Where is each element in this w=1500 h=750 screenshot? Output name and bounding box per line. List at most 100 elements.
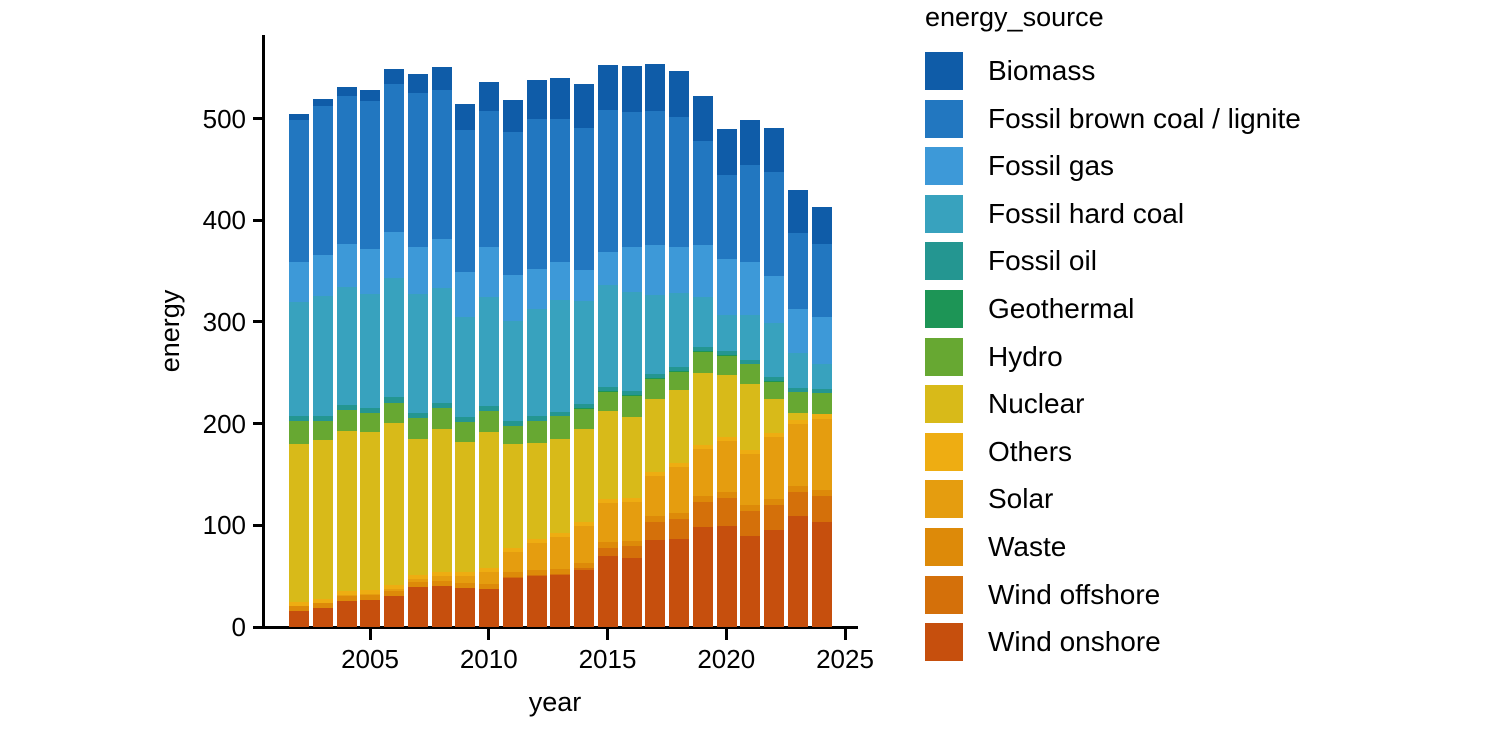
legend-label-fossil-gas: Fossil gas [988,150,1115,182]
bar-2009-segment-fossil-brown-coal-lignite [455,129,476,272]
bar-2008-segment-biomass [431,67,452,91]
bar-2021-segment-waste [740,504,761,512]
bar-2024-segment-fossil-hard-coal [811,363,832,389]
bar-2010-segment-fossil-brown-coal-lignite [479,110,499,248]
bar-2006-segment-hydro [384,402,404,423]
bar-2017-segment-wind-onshore [645,539,666,628]
bar-2024-segment-wind-offshore [811,495,832,522]
bar-2012-segment-wind-offshore [526,574,547,576]
bar-2019-segment-fossil-gas [692,244,713,298]
bar-2018-segment-nuclear [669,389,689,463]
legend-swatch-solar [925,480,963,519]
bar-2004-segment-fossil-oil [336,404,357,411]
bar-2008-segment-fossil-gas [431,238,452,289]
bar-2013-segment-fossil-gas [550,261,571,301]
bar-2012-segment-solar [526,542,547,570]
legend-swatch-geothermal [925,290,963,328]
bar-2009-segment-solar [455,575,476,583]
bar-2022-segment-hydro [764,380,784,400]
y-tick-label-0: 0 [231,612,246,642]
legend-label-fossil-brown-coal-lignite: Fossil brown coal / lignite [988,102,1301,134]
bar-2012-segment-hydro [526,420,547,444]
bar-2002-segment-hydro [289,420,309,445]
bar-2009-segment-wind-onshore [455,587,476,628]
bar-2013-segment-fossil-oil [550,411,571,416]
bar-2018-segment-wind-onshore [669,538,689,628]
bar-2021-segment-biomass [740,120,761,165]
bar-2015-segment-biomass [597,65,618,111]
bar-2019-segment-others [692,444,713,449]
bar-2016-segment-waste [621,540,642,547]
bar-2007-segment-waste [407,581,428,587]
bar-2018-segment-fossil-hard-coal [669,292,689,368]
bar-2011-segment-fossil-brown-coal-lignite [502,131,523,276]
legend-swatch-fossil-brown-coal-lignite [925,99,963,138]
legend-swatch-hydro [925,337,963,376]
bar-2005-segment-others [360,589,381,594]
y-axis-line [262,35,265,629]
bar-2004-segment-waste [336,595,357,602]
bar-2008-segment-nuclear [431,428,452,573]
bar-2003-segment-biomass [312,98,333,107]
bar-2009-segment-fossil-gas [455,271,476,317]
bar-2023-segment-others [787,419,808,424]
bar-2007-segment-nuclear [407,438,428,575]
bar-2017-segment-nuclear [645,398,666,472]
legend-swatch-fossil-oil [925,242,963,281]
bar-2020-segment-wind-onshore [716,525,737,628]
bar-2011-segment-nuclear [502,443,523,548]
y-tick-200 [253,422,264,426]
bar-2015-segment-wind-offshore [597,547,618,557]
bar-2006-segment-fossil-brown-coal-lignite [384,83,404,232]
bar-2019-segment-waste [692,495,713,502]
bar-2003-segment-others [312,598,333,603]
y-tick-label-100: 100 [202,510,246,541]
bar-2008-segment-hydro [431,407,452,429]
bar-2014-segment-biomass [574,84,594,128]
bar-2018-segment-fossil-oil [669,366,689,372]
bar-2016-segment-wind-onshore [621,557,642,628]
bar-2023-segment-wind-onshore [787,515,808,628]
bar-2015-segment-hydro [597,390,618,411]
bar-2022-segment-wind-offshore [764,504,784,530]
bar-2022-segment-fossil-oil [764,376,784,382]
x-tick-2020 [724,629,728,640]
bar-2012-segment-nuclear [526,442,547,539]
bar-2015-segment-nuclear [597,410,618,500]
bar-2009-segment-waste [455,582,476,588]
bar-2014-segment-waste [574,562,594,569]
bar-2009-segment-nuclear [455,441,476,572]
bar-2014-segment-nuclear [574,428,594,523]
bar-2016-segment-fossil-brown-coal-lignite [621,111,642,247]
bar-2023-segment-hydro [787,391,808,413]
bar-2022-segment-fossil-brown-coal-lignite [764,171,784,276]
bar-2003-segment-wind-onshore [312,607,333,628]
bar-2018-segment-fossil-brown-coal-lignite [669,116,689,248]
bar-2005-segment-biomass [360,89,381,102]
bar-2020-segment-fossil-oil [716,350,737,356]
bar-2005-segment-nuclear [360,431,381,590]
bar-2003-segment-fossil-brown-coal-lignite [312,105,333,255]
y-tick-label-500: 500 [202,103,246,134]
legend-label-others: Others [988,435,1073,467]
bar-2020-segment-fossil-hard-coal [716,314,737,352]
bar-2019-segment-hydro [692,351,713,373]
y-tick-label-400: 400 [202,205,246,236]
bar-2017-segment-solar [645,475,666,517]
bar-2014-segment-wind-offshore [574,567,594,570]
y-axis-title: energy [155,289,185,373]
y-tick-label-200: 200 [202,408,246,439]
x-tick-2015 [606,629,609,640]
bar-2020-segment-solar [716,440,737,493]
bar-2002-segment-fossil-gas [289,261,309,302]
x-tick-label-2015: 2015 [578,644,637,674]
bar-2015-segment-wind-onshore [597,555,618,628]
bar-2003-segment-waste [312,602,333,609]
bar-2018-segment-fossil-gas [669,246,689,293]
bar-2015-segment-fossil-oil [597,386,618,392]
bar-2009-segment-fossil-hard-coal [455,316,476,418]
bar-2017-segment-biomass [645,64,666,111]
bar-2002-segment-fossil-oil [289,415,309,421]
bar-2014-segment-fossil-oil [574,403,594,409]
